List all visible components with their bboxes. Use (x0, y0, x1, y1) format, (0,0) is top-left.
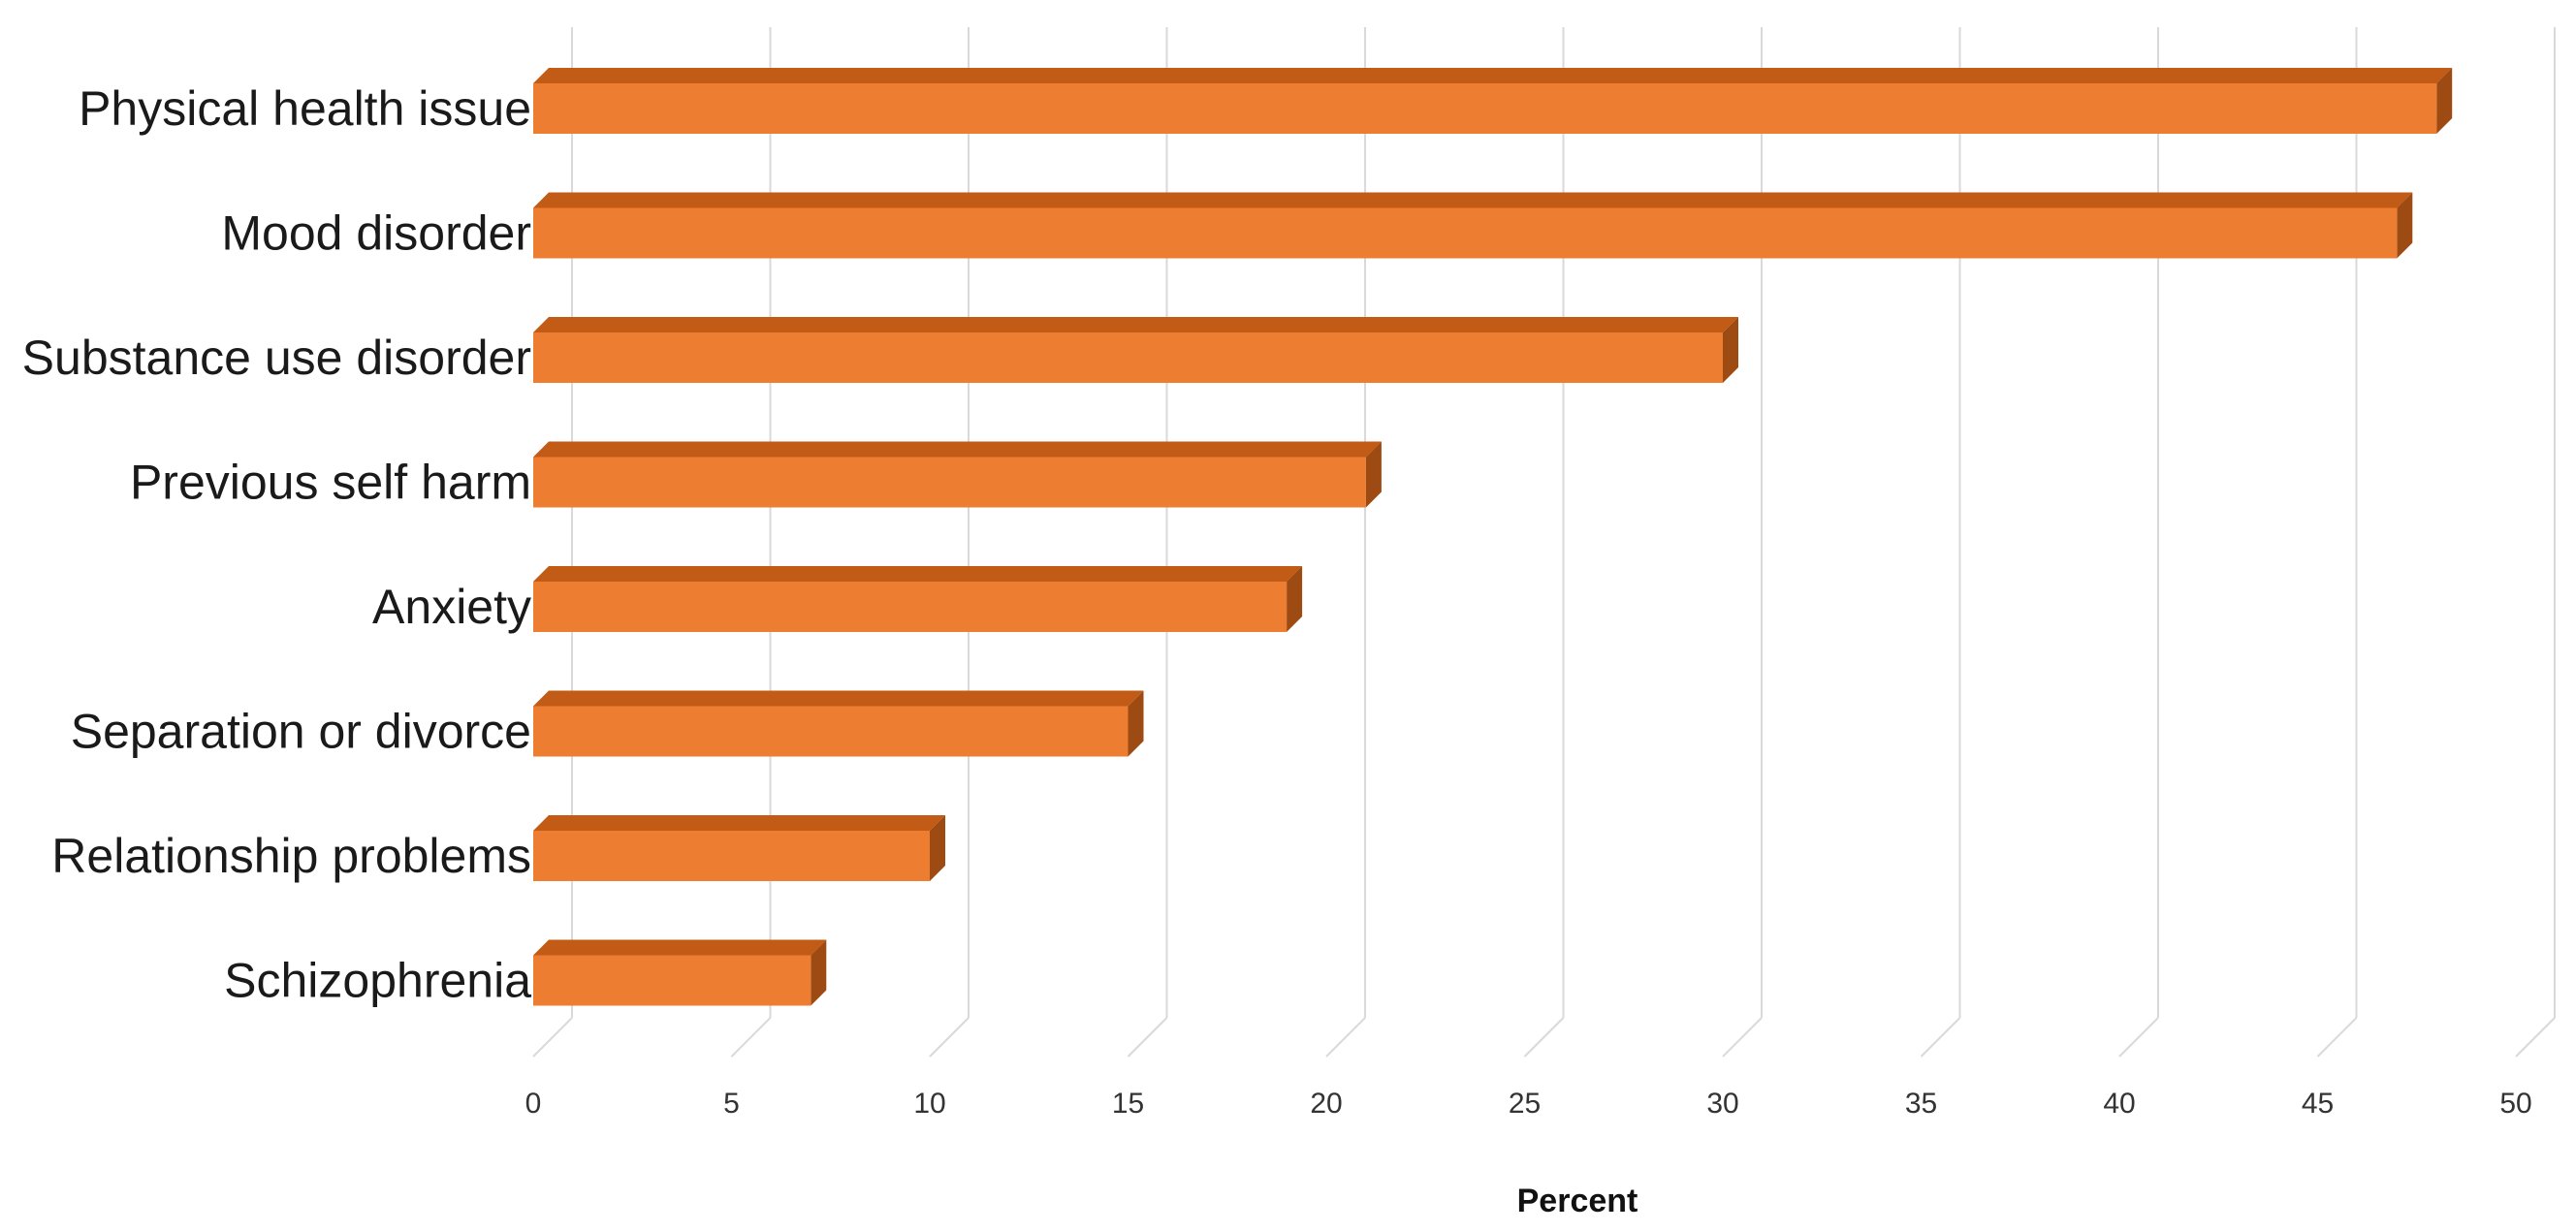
x-tick-label: 20 (1310, 1088, 1342, 1120)
bar-front-face (533, 706, 1129, 757)
bar-front-face (533, 83, 2437, 134)
bar (533, 690, 1144, 757)
floor-gridline-15 (1127, 1017, 1168, 1058)
x-tick-label: 0 (525, 1088, 542, 1120)
category-label: Relationship problems (51, 829, 531, 883)
bar (533, 566, 1303, 632)
bar (533, 441, 1382, 508)
bar-side-face (1128, 690, 1144, 757)
floor-gridline-25 (1523, 1017, 1565, 1058)
category-label: Separation or divorce (71, 705, 531, 759)
x-tick-label: 25 (1509, 1088, 1541, 1120)
x-tick-label: 10 (913, 1088, 945, 1120)
bar (533, 68, 2453, 134)
category-label: Mood disorder (221, 206, 531, 261)
bar-top-face (533, 566, 1303, 582)
floor-gridline-30 (1722, 1017, 1763, 1058)
floor-gridline-10 (929, 1017, 970, 1058)
bar-top-face (533, 690, 1144, 707)
category-labels: Physical health issue Mood disorder Substa… (22, 81, 532, 1008)
bar-front-face (533, 955, 811, 1006)
bar-top-face (533, 192, 2413, 208)
bar-top-face (533, 317, 1738, 332)
x-tick-labels: 0 5 10 15 20 25 30 35 40 45 50 (525, 1088, 2532, 1120)
category-label: Anxiety (372, 580, 531, 634)
category-label: Schizophrenia (224, 954, 531, 1008)
bar-front-face (533, 831, 930, 881)
x-tick-label: 50 (2499, 1088, 2531, 1120)
bar (533, 815, 945, 881)
bar-side-face (1365, 441, 1382, 508)
floor-gridline-45 (2316, 1017, 2358, 1058)
floor-gridline-35 (1920, 1017, 1961, 1058)
bar (533, 317, 1738, 383)
bar-front-face (533, 332, 1723, 383)
bar-top-face (533, 815, 945, 831)
floor-gridline-50 (2515, 1017, 2556, 1058)
x-tick-label: 15 (1112, 1088, 1144, 1120)
bar-front-face (533, 207, 2398, 259)
bar-front-face (533, 457, 1366, 508)
bar-top-face (533, 939, 827, 956)
bar-side-face (1287, 566, 1303, 632)
bar-side-face (930, 815, 945, 881)
bar-side-face (1723, 317, 1738, 383)
bar-side-face (2436, 68, 2453, 134)
bar (533, 939, 827, 1006)
bar-side-face (811, 939, 827, 1006)
bar (533, 192, 2413, 259)
floor-gridline-5 (730, 1017, 772, 1058)
floor-gridline-0 (532, 1017, 573, 1058)
bar-side-face (2397, 192, 2413, 259)
floor-gridline-40 (2118, 1017, 2159, 1058)
x-tick-label: 5 (723, 1088, 740, 1120)
category-label: Physical health issue (79, 81, 531, 136)
x-axis-title: Percent (1517, 1183, 1638, 1219)
gridlines (532, 27, 2556, 1058)
x-tick-label: 45 (2302, 1088, 2334, 1120)
category-label: Substance use disorder (22, 331, 531, 385)
floor-gridline-20 (1325, 1017, 1366, 1058)
bar-top-face (533, 441, 1382, 458)
bars (533, 68, 2453, 1006)
bar-top-face (533, 68, 2453, 83)
bar-front-face (533, 582, 1288, 632)
x-tick-label: 35 (1905, 1088, 1937, 1120)
category-label: Previous self harm (130, 456, 531, 510)
x-tick-label: 30 (1706, 1088, 1738, 1120)
x-tick-label: 40 (2103, 1088, 2135, 1120)
